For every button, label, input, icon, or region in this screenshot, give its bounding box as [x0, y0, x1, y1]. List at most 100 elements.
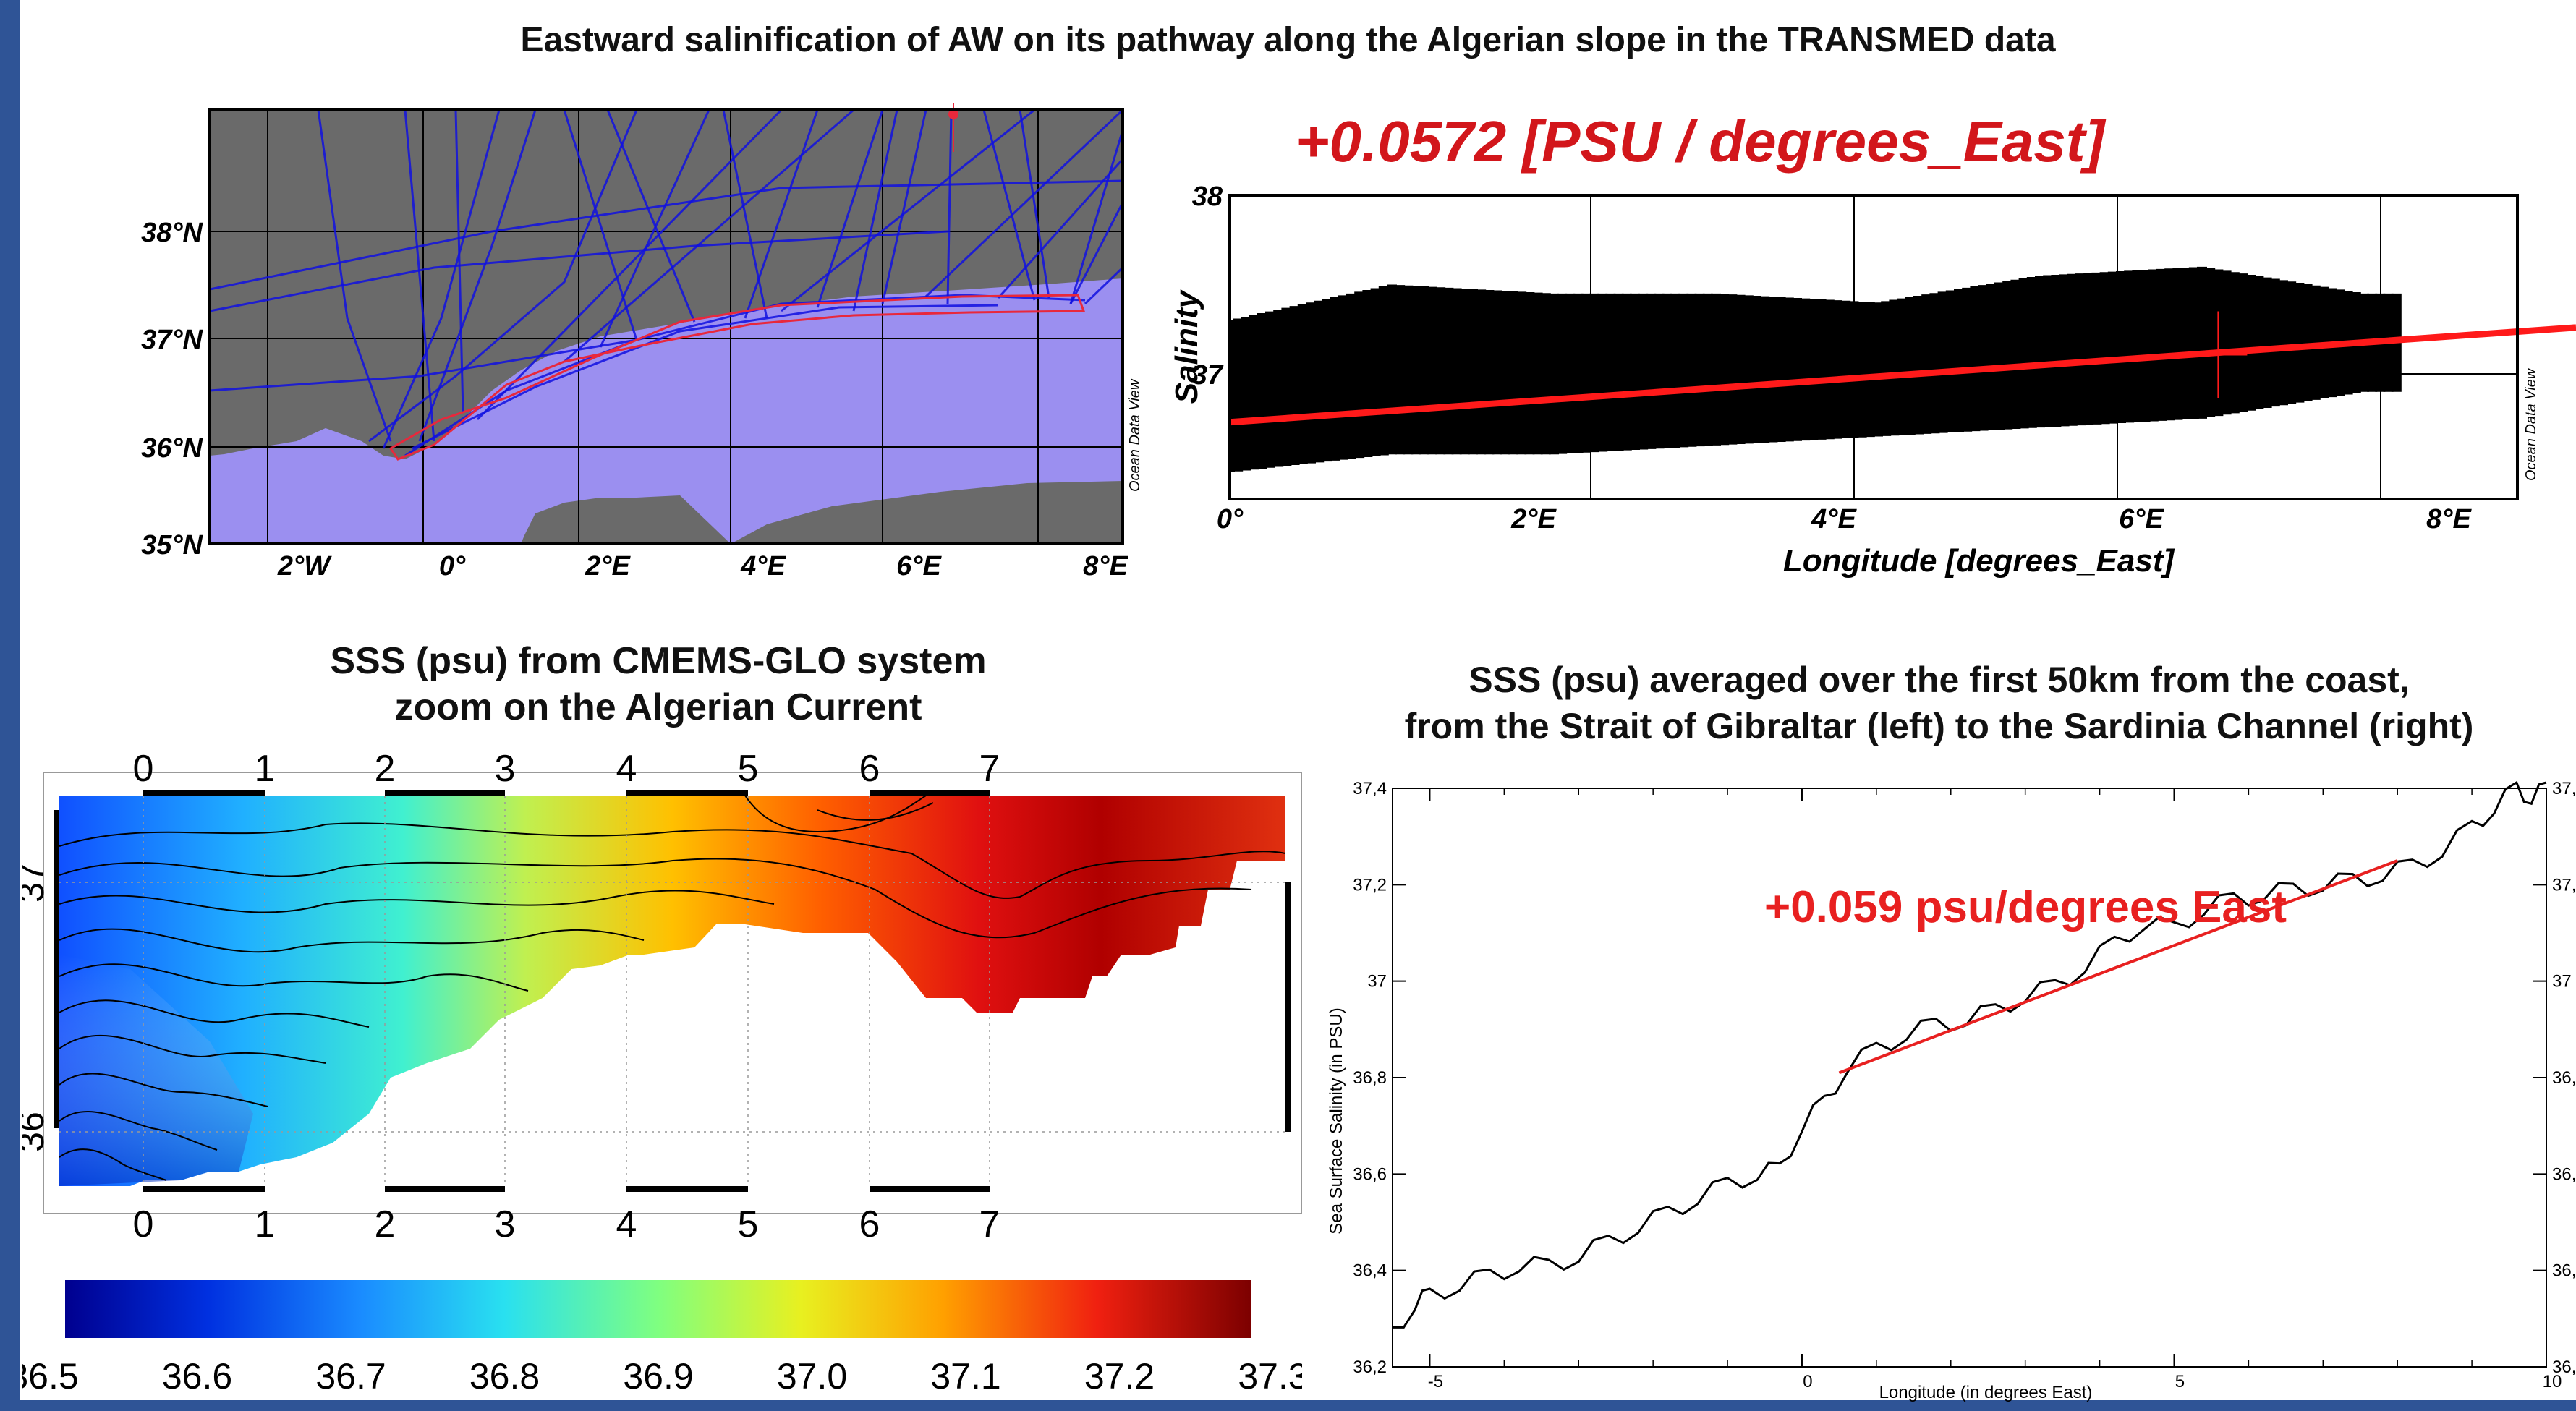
- ship-track: [404, 110, 435, 442]
- colorbar-tick: 36.6: [162, 1356, 232, 1397]
- ship-track: [946, 110, 953, 304]
- scatter-trend-line: [1229, 324, 2576, 426]
- heatmap-contour: [59, 858, 1252, 939]
- scatter-xtick: 2°E: [1510, 504, 1557, 534]
- colorbar-tick: 36.7: [315, 1356, 386, 1397]
- ship-track: [606, 110, 696, 323]
- heatmap-axis-bar: [385, 1186, 505, 1192]
- heatmap-xtick-bottom: 2: [375, 1203, 396, 1245]
- line-ylabel: Sea Surface Salinity (in PSU): [1327, 1007, 1346, 1234]
- frame-left-bar: [0, 0, 20, 1411]
- map-lon-label: 2°W: [277, 551, 332, 581]
- heatmap-contour: [59, 963, 529, 992]
- heatmap-outer-frame: [43, 772, 1302, 1214]
- ship-track: [368, 110, 638, 443]
- heatmap-contour: [817, 802, 934, 821]
- scatter-ytick: 38: [1192, 182, 1223, 212]
- line-ytick-right: 37,4: [2552, 779, 2576, 798]
- line-xtick: 0: [1803, 1372, 1812, 1391]
- heatmap-ytick-left: 37: [22, 862, 51, 903]
- map-lat-label: 36°N: [141, 433, 203, 464]
- colorbar-tick: 37.2: [1084, 1356, 1155, 1397]
- map-lon-label: 6°E: [896, 551, 942, 581]
- heatmap-axis-bar: [1285, 882, 1291, 1132]
- ship-track: [476, 110, 783, 421]
- heatmap-xtick-top: 7: [979, 748, 1000, 790]
- heatmap-xtick-top: 0: [133, 748, 154, 790]
- map-watermark: Ocean Data View: [1127, 378, 1143, 492]
- heatmap-axis-bar: [385, 790, 505, 796]
- heatmap-xtick-bottom: 1: [255, 1203, 276, 1245]
- colorbar-tick: 37.0: [777, 1356, 847, 1397]
- line-trend: [1838, 859, 2398, 1075]
- heatmap-contour: [59, 1034, 326, 1064]
- heatmap-contour: [59, 928, 645, 953]
- scatter-xlabel: Longitude [degrees_East]: [1783, 543, 2175, 579]
- line-ytick: 36,8: [1353, 1068, 1387, 1088]
- heatmap-grid: [59, 796, 1285, 1186]
- colorbar: [65, 1280, 1251, 1338]
- ship-track: [1019, 110, 1050, 299]
- line-ytick: 37: [1367, 972, 1387, 992]
- sss-line: [1393, 780, 2547, 1329]
- heatmap-title: SSS (psu) from CMEMS-GLO system zoom on …: [29, 638, 1288, 730]
- scatter-xtick: 4°E: [1811, 504, 1857, 534]
- colorbar-tick: 37.3: [1238, 1356, 1302, 1397]
- line-title-line1: SSS (psu) averaged over the first 50km f…: [1468, 660, 2410, 700]
- heatmap-xtick-bottom: 5: [738, 1203, 759, 1245]
- line-series: [1393, 780, 2547, 1329]
- scatter-ytick: 37: [1192, 360, 1224, 391]
- heatmap-axis-bar: [143, 790, 265, 796]
- line-ytick-right: 37: [2552, 972, 2572, 992]
- line-frame: [1392, 788, 2547, 1368]
- heatmap-contour: [59, 999, 370, 1028]
- ship-track: [881, 110, 927, 304]
- heatmap-xtick-top: 6: [859, 748, 880, 790]
- ship-track: [599, 110, 710, 348]
- ship-track: [382, 110, 501, 449]
- heatmap-ytick-left: 36: [22, 1112, 51, 1152]
- ship-track: [744, 110, 819, 319]
- scatter-xtick: 8°E: [2426, 504, 2472, 534]
- algerian-slope-box: [388, 294, 1086, 461]
- colorbar-tick: 36.9: [623, 1356, 693, 1397]
- line-xtick: 5: [2175, 1372, 2185, 1391]
- ship-track: [1069, 129, 1123, 304]
- ship-track: [781, 110, 1035, 312]
- scatter-points: [1230, 266, 2402, 472]
- heatmap-contour: [59, 1148, 167, 1181]
- ship-track: [852, 110, 898, 312]
- ship-track: [210, 338, 637, 392]
- sss-trend-line: [1838, 859, 2398, 1075]
- ship-tracks: [210, 110, 1123, 457]
- scatter-title: +0.0572 [PSU / degrees_East]: [1295, 109, 2105, 174]
- ship-track: [997, 158, 1123, 299]
- line-title-line2: from the Strait of Gibraltar (left) to t…: [1404, 706, 2474, 746]
- heatmap-contour: [59, 822, 1285, 899]
- map-lat-label: 35°N: [141, 530, 203, 560]
- heatmap-contour: [744, 796, 927, 833]
- heatmap-axis-bar: [54, 810, 59, 1128]
- trend-annotation: +0.059 psu/degrees East: [1764, 882, 2287, 932]
- line-ytick-right: 36,8: [2552, 1068, 2576, 1088]
- ship-track: [454, 110, 464, 413]
- heatmap-xtick-bottom: 4: [616, 1203, 637, 1245]
- line-xlabel: Longitude (in degrees East): [1879, 1383, 2093, 1402]
- ship-track: [1069, 202, 1123, 304]
- heatmap-title-line1: SSS (psu) from CMEMS-GLO system: [330, 640, 987, 682]
- scatter-trend: [1229, 311, 2576, 426]
- heatmap-axis-bar: [626, 1186, 748, 1192]
- line-title: SSS (psu) averaged over the first 50km f…: [1302, 657, 2576, 749]
- heatmap-axis-bar: [626, 790, 748, 796]
- heatmap-contour: [59, 1073, 268, 1107]
- salinity-scatter-chart: Salinity Longitude [degrees_East] Ocean …: [1169, 182, 2576, 579]
- line-xtick: -5: [1428, 1372, 1443, 1391]
- map-lon-label: 8°E: [1083, 551, 1128, 581]
- sss-heatmap: 0 0 1 1 2 2 3 3 4 4 5 5 6 6 7 7 37 37 36 36 36.5 36.6 36.7 36.…: [22, 748, 1302, 1397]
- ship-track: [924, 110, 1123, 298]
- heatmap-xtick-top: 4: [616, 748, 637, 790]
- heatmap-xtick-top: 3: [495, 748, 516, 790]
- map-lat-label: 37°N: [141, 325, 203, 355]
- station-marker: [948, 109, 958, 119]
- scatter-watermark: Ocean Data View: [2523, 367, 2539, 481]
